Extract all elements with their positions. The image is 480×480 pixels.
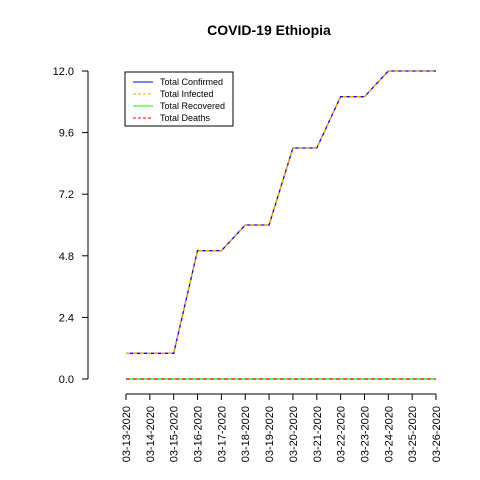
x-tick-label: 03-14-2020 <box>145 406 157 462</box>
chart-title: COVID-19 Ethiopia <box>207 22 331 38</box>
legend-box <box>124 71 234 127</box>
y-tick-label: 9.6 <box>59 128 74 140</box>
x-tick-label: 03-17-2020 <box>216 406 228 462</box>
y-tick-label: 0.0 <box>59 374 74 386</box>
series-line-total-infected <box>126 70 436 354</box>
x-tick-label: 03-18-2020 <box>240 406 252 462</box>
legend: Total Confirmed Total Infected Total Recov… <box>124 71 234 127</box>
x-tick-label: 03-22-2020 <box>336 406 348 462</box>
x-tick-label: 03-23-2020 <box>359 406 371 462</box>
y-tick-label: 7.2 <box>59 189 74 201</box>
x-tick-label: 03-16-2020 <box>193 406 205 462</box>
legend-label: Total Deaths <box>160 113 211 123</box>
axes: 0.0 2.4 4.8 7.2 9.6 12.0 03-13-2020 03-14-2020 0… <box>53 66 443 462</box>
x-tick-label: 03-26-2020 <box>431 406 443 462</box>
x-tick-label: 03-19-2020 <box>264 406 276 462</box>
x-tick-label: 03-13-2020 <box>121 406 133 462</box>
x-tick-label: 03-24-2020 <box>383 406 395 462</box>
legend-label: Total Recovered <box>160 101 225 111</box>
x-tick-label: 03-21-2020 <box>312 406 324 462</box>
y-tick-label: 12.0 <box>53 66 74 78</box>
legend-label: Total Confirmed <box>160 77 223 87</box>
x-tick-label: 03-15-2020 <box>169 406 181 462</box>
x-tick-label: 03-20-2020 <box>288 406 300 462</box>
series-layer <box>126 70 436 380</box>
legend-label: Total Infected <box>160 89 214 99</box>
x-tick-label: 03-25-2020 <box>407 406 419 462</box>
y-tick-label: 4.8 <box>59 251 74 263</box>
y-tick-label: 2.4 <box>59 312 74 324</box>
